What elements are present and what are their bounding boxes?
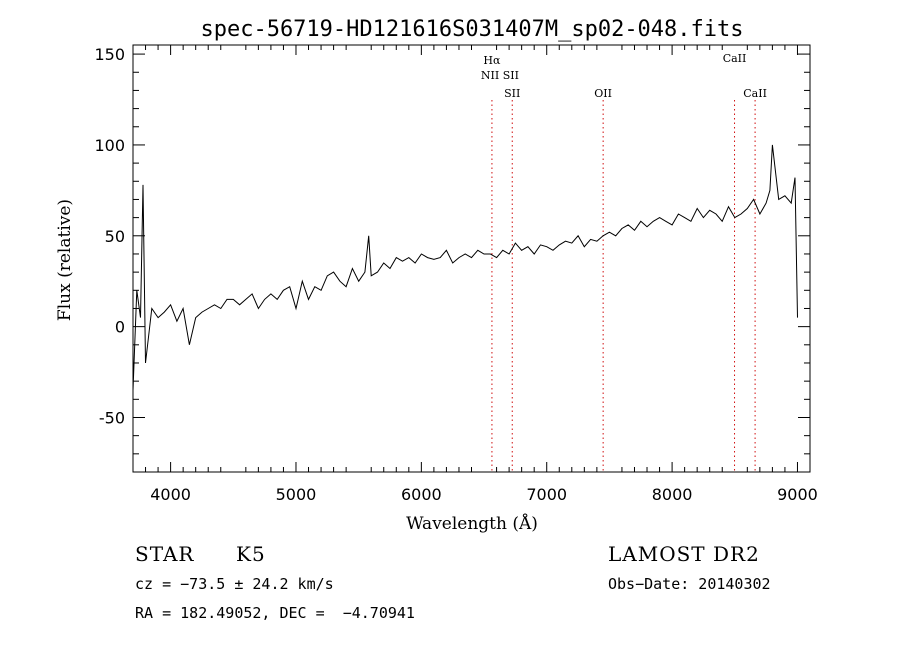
spectral-line-label: NII SII [481,69,519,82]
spectral-line-label: Hα [483,54,501,67]
spectral-subclass: K5 [236,542,266,566]
y-tick-label: 0 [115,318,125,337]
spectral-line-label: CaII [723,52,747,65]
x-tick-label: 8000 [652,485,693,504]
y-tick-label: 150 [94,45,125,64]
observation-date: Obs−Date: 20140302 [608,575,771,593]
axis-tick-labels: 4000 5000 6000 7000 8000 9000 -50 0 50 100 150 [94,45,817,504]
spectrum-line [132,144,798,391]
coordinates: RA = 182.49052, DEC = −4.70941 [135,604,415,622]
x-tick-label: 4000 [150,485,191,504]
survey-name: LAMOST DR2 [608,542,760,566]
y-tick-label: -50 [99,408,125,427]
x-tick-label: 5000 [276,485,317,504]
spectral-line-label: OII [594,87,612,100]
y-tick-label: 50 [105,227,125,246]
spectral-line-markers: Hα NII SII SII OII CaII CaII [481,52,767,472]
axis-ticks [133,45,810,472]
spectral-line-label: SII [504,87,520,100]
object-type: STAR [135,542,195,566]
chart-title: spec-56719-HD121616S031407M_sp02-048.fit… [200,17,743,42]
redshift-velocity: cz = −73.5 ± 24.2 km/s [135,575,334,593]
x-tick-label: 9000 [777,485,818,504]
x-axis-label: Wavelength (Å) [406,513,538,534]
spectral-line-label: CaII [743,87,767,100]
x-tick-label: 6000 [401,485,442,504]
y-axis-label: Flux (relative) [55,199,75,321]
x-tick-label: 7000 [526,485,567,504]
plot-frame [132,44,811,473]
y-tick-label: 100 [94,136,125,155]
